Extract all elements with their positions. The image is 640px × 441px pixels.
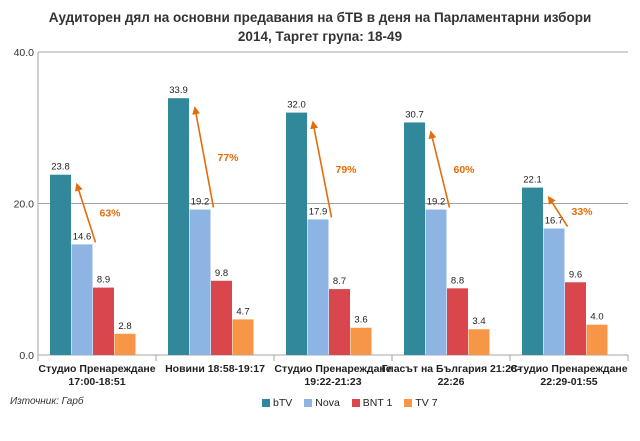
category-label: Студио Пренареждане — [274, 363, 391, 375]
data-label: 19.2 — [427, 197, 446, 208]
chart-title-line-2: 2014, Таргет група: 18-49 — [237, 29, 403, 44]
bar-bnt1 — [329, 289, 350, 355]
bar-nova — [71, 244, 93, 355]
bar-nova — [543, 228, 565, 355]
bar-bnt1 — [211, 280, 232, 355]
category-label: 22:29-01:55 — [540, 376, 597, 388]
legend: bTV Nova BNT 1 TV 7 — [262, 397, 438, 409]
bar-nova — [307, 219, 329, 355]
bar-nova — [189, 209, 211, 355]
category-label: Новини 18:58-19:17 — [165, 363, 265, 375]
bar-bnt1 — [93, 287, 114, 355]
advantage-arrow — [75, 182, 97, 243]
category-label: 22:26 — [438, 376, 465, 388]
advantage-label: 60% — [454, 164, 476, 176]
data-label: 3.6 — [354, 315, 367, 326]
advantage-label: 77% — [218, 152, 240, 164]
legend-item-btv: bTV — [262, 397, 292, 409]
bar-nova — [425, 209, 447, 355]
data-label: 2.8 — [118, 321, 131, 332]
bar-tv7 — [232, 319, 254, 355]
data-label: 33.9 — [169, 85, 188, 96]
data-label: 22.1 — [523, 175, 542, 186]
data-label: 8.7 — [333, 276, 346, 287]
legend-swatch-btv — [262, 399, 270, 407]
advantage-arrow — [310, 120, 333, 218]
data-label: 4.7 — [236, 306, 249, 317]
data-label: 17.9 — [309, 206, 328, 217]
data-label: 16.7 — [545, 215, 564, 226]
bar-tv7 — [586, 324, 608, 355]
data-label: 32.0 — [287, 100, 306, 111]
bar-btv — [168, 98, 189, 356]
data-label: 8.8 — [451, 275, 464, 286]
category-label: Студио Пренареждане — [38, 363, 155, 375]
data-label: 9.6 — [569, 269, 582, 280]
advantage-arrow — [547, 195, 569, 227]
bar-btv — [522, 187, 543, 355]
data-label: 23.8 — [51, 162, 70, 173]
legend-item-nova: Nova — [304, 397, 340, 409]
data-label: 30.7 — [405, 109, 424, 120]
bar-tv7 — [468, 329, 490, 355]
y-tick-label: 40.0 — [14, 47, 35, 59]
legend-item-tv7: TV 7 — [404, 397, 438, 409]
chart-title-line-1: Аудиторен дял на основни предавания на б… — [48, 10, 592, 25]
advantage-label: 79% — [336, 164, 358, 176]
y-tick-label: 20.0 — [14, 199, 35, 211]
legend-swatch-bnt1 — [351, 399, 360, 407]
bar-bnt1 — [447, 288, 468, 355]
legend-swatch-nova — [304, 399, 313, 407]
category-label: Студио Пренареждане — [510, 363, 627, 375]
source-note: Източник: Гарб — [10, 396, 84, 407]
advantage-label: 63% — [100, 208, 122, 220]
legend-label-nova: Nova — [315, 397, 340, 409]
advantage-arrow — [428, 130, 451, 208]
bar-btv — [50, 174, 71, 355]
data-label: 3.4 — [472, 316, 485, 327]
y-tick-label: 0.0 — [19, 350, 34, 362]
bar-tv7 — [350, 327, 372, 355]
category-label: 19:22-21:23 — [304, 376, 361, 388]
legend-swatch-tv7 — [404, 399, 413, 407]
chart-title: Аудиторен дял на основни предавания на б… — [0, 8, 640, 46]
data-label: 9.8 — [215, 268, 228, 279]
advantage-arrow — [192, 106, 215, 208]
advantage-label: 33% — [572, 206, 594, 218]
category-label: Гласът на България 21:28- — [382, 363, 521, 375]
legend-label-tv7: TV 7 — [415, 397, 438, 409]
legend-item-bnt1: BNT 1 — [351, 397, 393, 409]
category-label: 17:00-18:51 — [68, 376, 125, 388]
bar-btv — [286, 112, 307, 355]
legend-label-btv: bTV — [273, 397, 293, 409]
bar-bnt1 — [565, 282, 586, 355]
legend-label-bnt1: BNT 1 — [362, 397, 393, 409]
data-label: 8.9 — [97, 275, 110, 286]
data-label: 19.2 — [191, 197, 210, 208]
data-label: 4.0 — [590, 312, 603, 323]
data-label: 14.6 — [73, 231, 92, 242]
bar-tv7 — [114, 333, 136, 355]
bar-btv — [404, 122, 425, 355]
